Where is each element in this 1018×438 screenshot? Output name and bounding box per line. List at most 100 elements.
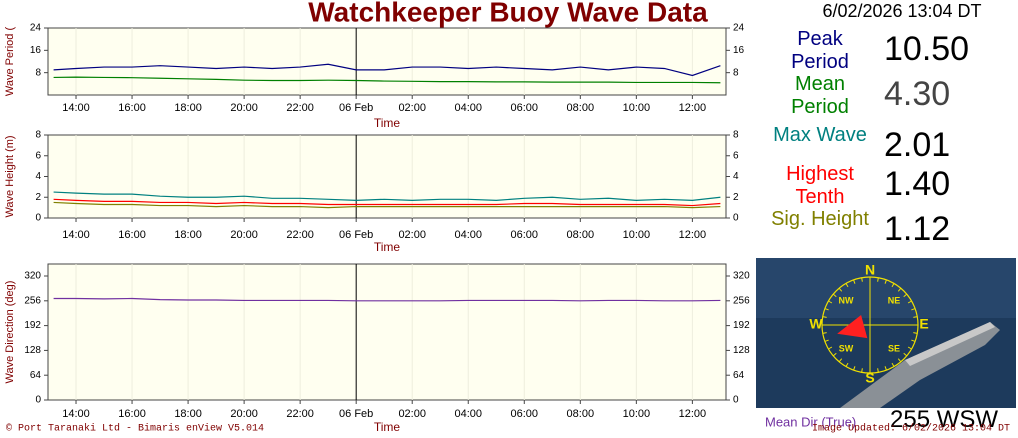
- x-tick-label: 06 Feb: [339, 229, 373, 241]
- compass-point: W: [809, 316, 823, 332]
- y-axis-label: Wave Period (: [4, 27, 16, 97]
- y-tick-label: 2: [733, 192, 739, 203]
- y-tick-label: 24: [733, 23, 745, 34]
- series-line: [53, 63, 721, 77]
- readout-value: 1.12: [884, 210, 951, 248]
- y-tick-label: 320: [733, 271, 750, 282]
- compass-tick: [897, 287, 902, 292]
- x-tick-label: 18:00: [174, 408, 202, 420]
- compass-tick: [861, 368, 863, 373]
- x-tick-label: 06:00: [511, 229, 539, 241]
- compass-tick: [903, 352, 908, 357]
- x-tick-label: 16:00: [118, 102, 146, 114]
- x-tick-label: 12:00: [679, 102, 707, 114]
- x-tick-label: 04:00: [454, 229, 482, 241]
- plot-area: [47, 263, 727, 401]
- compass-tick: [913, 332, 918, 334]
- readout-value: 1.40: [884, 165, 951, 203]
- direction-arrow-group: [837, 314, 868, 339]
- series-line: [53, 297, 721, 302]
- mean-dir-label: Mean Dir (True): [765, 414, 856, 429]
- compass-point: SE: [888, 343, 900, 353]
- image-updated: Image Updated: 6/02/2026 13:04 DT: [812, 423, 1010, 435]
- copyright: © Port Taranaki Ltd - Bimaris enView V5.…: [6, 423, 264, 435]
- x-tick-label: 14:00: [62, 408, 90, 420]
- x-tick-label: 04:00: [454, 408, 482, 420]
- y-tick-label: 8: [733, 67, 739, 78]
- y-tick-label: 2: [35, 192, 41, 203]
- x-tick-label: 04:00: [454, 102, 482, 114]
- readout-label: Peak Period: [791, 28, 849, 73]
- compass-tick: [884, 366, 887, 371]
- x-tick-label: 20:00: [230, 229, 258, 241]
- compass-point: S: [865, 370, 874, 386]
- x-tick-label: 06:00: [511, 408, 539, 420]
- compass-tick: [822, 332, 827, 334]
- compass-tick: [907, 346, 912, 350]
- x-tick-label: 18:00: [174, 102, 202, 114]
- compass-tick: [845, 283, 849, 288]
- x-axis-label: Time: [374, 420, 401, 434]
- y-tick-label: 320: [24, 271, 41, 282]
- series-line: [53, 198, 721, 207]
- y-tick-label: 6: [35, 150, 41, 161]
- y-tick-label: 16: [733, 45, 745, 56]
- plot-area: [47, 27, 727, 96]
- x-tick-label: 02:00: [398, 408, 426, 420]
- y-tick-label: 4: [733, 171, 739, 182]
- y-axis-label: Wave Direction (deg): [4, 281, 16, 384]
- y-tick-label: 4: [35, 171, 41, 182]
- x-tick-label: 06 Feb: [339, 102, 373, 114]
- compass-tick: [838, 287, 843, 292]
- mean-dir-cardinal: WSW: [937, 406, 999, 433]
- x-axis-label: Time: [374, 116, 401, 130]
- compass-tick: [884, 279, 887, 284]
- x-tick-label: 02:00: [398, 102, 426, 114]
- x-tick-label: 08:00: [567, 408, 595, 420]
- x-tick-label: 20:00: [230, 102, 258, 114]
- compass-tick: [903, 293, 908, 298]
- series-line: [53, 201, 721, 209]
- compass-image: [756, 258, 1016, 408]
- compass-point: E: [919, 316, 928, 332]
- y-tick-label: 256: [733, 295, 750, 306]
- x-tick-label: 22:00: [286, 408, 314, 420]
- compass-tick: [877, 368, 879, 373]
- y-tick-label: 128: [733, 345, 750, 356]
- direction-arrow: [837, 314, 868, 339]
- compass-point: NE: [888, 295, 901, 305]
- y-tick-label: 16: [30, 45, 42, 56]
- compass-tick: [828, 300, 833, 304]
- compass-tick: [824, 339, 829, 342]
- compass-tick: [891, 283, 895, 288]
- x-tick-label: 08:00: [567, 102, 595, 114]
- y-tick-label: 0: [35, 213, 41, 224]
- readout-value: 4.30: [884, 75, 951, 113]
- y-axis-label: Wave Height (m): [4, 135, 16, 217]
- x-tick-label: 22:00: [286, 102, 314, 114]
- compass-point: N: [865, 262, 875, 278]
- series-line: [53, 191, 721, 201]
- x-tick-label: 10:00: [623, 408, 651, 420]
- compass-tick: [853, 366, 856, 371]
- y-tick-label: 8: [35, 130, 41, 141]
- x-tick-label: 18:00: [174, 229, 202, 241]
- y-tick-label: 256: [24, 295, 41, 306]
- x-tick-label: 10:00: [623, 102, 651, 114]
- y-tick-label: 24: [30, 23, 42, 34]
- x-tick-label: 06 Feb: [339, 408, 373, 420]
- y-tick-label: 192: [24, 320, 41, 331]
- compass-tick: [822, 316, 827, 318]
- x-tick-label: 12:00: [679, 408, 707, 420]
- compass-tick: [861, 277, 863, 282]
- y-tick-label: 64: [733, 370, 745, 381]
- readout-label: Max Wave: [773, 124, 867, 146]
- readout-label: Mean Period: [791, 73, 849, 118]
- readout-label: Highest Tenth: [786, 163, 854, 208]
- y-tick-label: 0: [35, 395, 41, 406]
- mean-dir-degrees: 255: [890, 406, 930, 433]
- title: Watchkeeper Buoy Wave Data: [308, 0, 708, 27]
- x-tick-label: 14:00: [62, 102, 90, 114]
- x-tick-label: 16:00: [118, 229, 146, 241]
